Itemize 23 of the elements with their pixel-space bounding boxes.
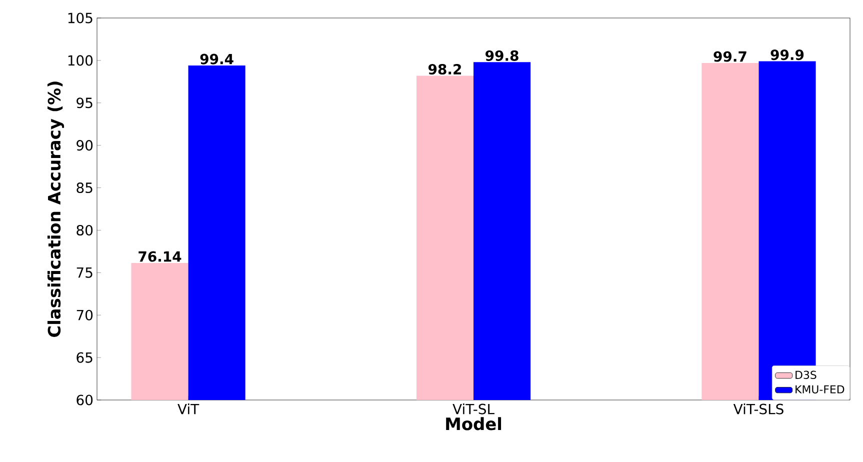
y-axis-title: Classification Accuracy (%) [47,82,64,337]
data-label: 99.8 [486,50,518,61]
y-tick-label: 75 [76,267,92,278]
x-tick-label: ViT [178,404,200,414]
y-tick-label: 100 [68,55,93,66]
y-tick-label: 70 [76,310,93,320]
data-label: 99.4 [200,54,234,64]
y-tick-label: 60 [76,394,93,406]
y-tick-label: 85 [76,182,92,194]
data-label: 76.14 [138,251,182,262]
legend-label: KMU-FED [796,385,844,394]
x-axis-title: Model [446,417,502,430]
legend-label: D3S [796,370,816,379]
y-tick-label: 65 [76,352,92,363]
y-tick-label: 95 [76,98,92,108]
data-label: 99.9 [770,50,804,60]
data-label: 99.7 [714,51,746,62]
y-tick-label: 80 [76,224,93,236]
x-tick-label: ViT-SL [452,404,494,414]
x-tick-label: ViT-SLS [733,404,784,414]
y-tick-label: 90 [76,140,93,151]
data-label: 98.2 [428,64,461,75]
y-tick-label: 105 [68,12,92,24]
